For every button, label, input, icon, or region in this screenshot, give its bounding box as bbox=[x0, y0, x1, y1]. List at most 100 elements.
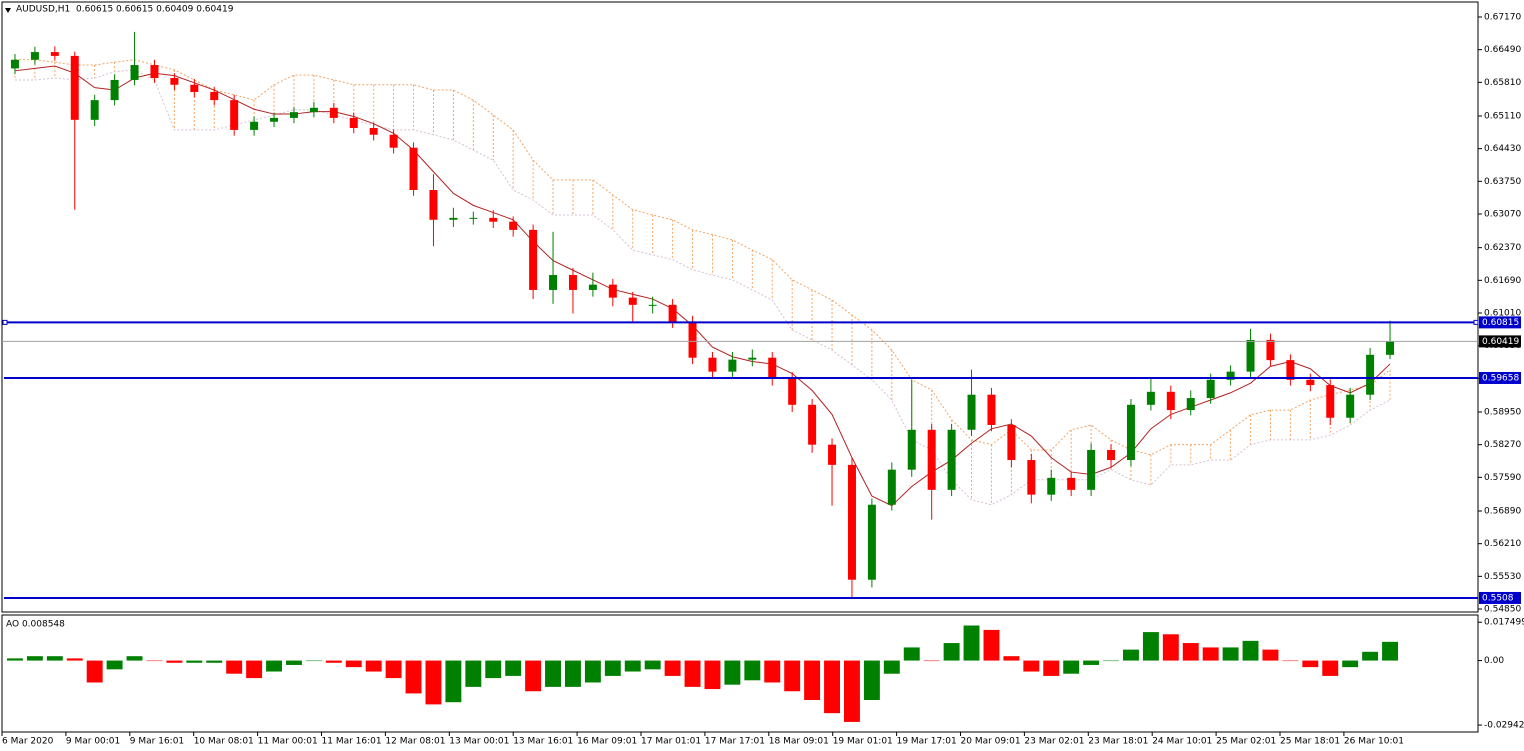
chart-title: AUDUSD,H1 0.60615 0.60615 0.60409 0.6041… bbox=[16, 5, 234, 15]
ao-bar bbox=[1362, 651, 1379, 661]
time-label: 23 Mar 18:01 bbox=[1088, 737, 1148, 747]
time-label: 9 Mar 00:01 bbox=[66, 737, 120, 747]
candle-body bbox=[1027, 460, 1036, 495]
level-box bbox=[1479, 591, 1521, 604]
y-tick-label: 0.56890 bbox=[1484, 506, 1521, 516]
candle-body bbox=[808, 404, 817, 445]
ao-bar bbox=[1023, 660, 1040, 672]
y-tick-label: 0.64430 bbox=[1484, 144, 1521, 154]
cloud-span-a bbox=[14, 59, 1391, 456]
candle-body bbox=[768, 357, 777, 378]
ao-bar bbox=[166, 660, 183, 663]
ao-bar bbox=[465, 660, 482, 687]
ao-bar bbox=[305, 660, 322, 662]
time-label: 10 Mar 08:01 bbox=[194, 737, 254, 747]
ao-bar bbox=[126, 656, 143, 661]
level-handle bbox=[2, 319, 8, 325]
candle-body bbox=[1286, 360, 1295, 380]
time-label: 12 Mar 08:01 bbox=[385, 737, 445, 747]
y-tick-label: 0.55530 bbox=[1484, 572, 1521, 582]
ao-bar bbox=[266, 660, 282, 672]
time-label: 17 Mar 17:01 bbox=[705, 737, 765, 747]
ao-bar bbox=[1322, 660, 1339, 676]
time-label: 17 Mar 01:01 bbox=[641, 737, 701, 747]
ao-bar bbox=[26, 656, 43, 661]
ao-bar bbox=[206, 660, 223, 663]
candle-body bbox=[170, 78, 179, 85]
ao-bar bbox=[1142, 632, 1159, 661]
time-label: 13 Mar 00:01 bbox=[449, 737, 509, 747]
ao-bar bbox=[1222, 647, 1239, 661]
candle-body bbox=[250, 121, 259, 130]
time-label: 11 Mar 00:01 bbox=[258, 737, 318, 747]
ao-bar bbox=[1043, 660, 1060, 676]
candle-body bbox=[1146, 391, 1155, 405]
candle-body bbox=[1007, 424, 1016, 461]
ao-bar bbox=[604, 660, 621, 676]
ao-bar bbox=[325, 660, 342, 663]
time-label: 23 Mar 02:01 bbox=[1024, 737, 1084, 747]
ao-bar bbox=[1342, 660, 1359, 668]
ao-bar bbox=[425, 660, 442, 705]
ao-bar bbox=[1083, 660, 1100, 665]
y-tick-label: 0.57590 bbox=[1484, 473, 1521, 483]
ao-bar bbox=[545, 660, 561, 687]
candle-body bbox=[489, 217, 498, 222]
candle-body bbox=[429, 189, 438, 220]
time-label: 25 Mar 18:01 bbox=[1280, 737, 1340, 747]
ao-bar bbox=[66, 658, 83, 661]
y-tick-label: 0.65810 bbox=[1484, 78, 1521, 88]
candle-body bbox=[628, 297, 637, 305]
ao-bar bbox=[1202, 647, 1219, 661]
candle-body bbox=[1126, 404, 1135, 461]
ao-bar bbox=[445, 660, 462, 703]
candle-body bbox=[1346, 394, 1355, 418]
level-box bbox=[1479, 371, 1521, 384]
ao-bar bbox=[365, 660, 382, 672]
candle-body bbox=[887, 469, 896, 505]
y-tick-label: 0.66490 bbox=[1484, 45, 1521, 55]
last-price-label: 0.60419 bbox=[1482, 337, 1519, 347]
candle-body bbox=[588, 284, 597, 290]
time-label: 18 Mar 09:01 bbox=[769, 737, 829, 747]
candle-body bbox=[369, 127, 378, 135]
candle-body bbox=[289, 112, 298, 118]
time-label: 13 Mar 16:01 bbox=[513, 737, 573, 747]
ao-bar bbox=[804, 660, 821, 701]
level-handle bbox=[1473, 319, 1479, 325]
y-tick-label: 0.017499 bbox=[1484, 618, 1524, 628]
candle-body bbox=[549, 275, 558, 290]
ao-bar bbox=[624, 660, 641, 672]
candle-body bbox=[10, 59, 19, 69]
ao-bar bbox=[1103, 660, 1119, 662]
y-tick-label: 0.67170 bbox=[1484, 12, 1521, 22]
moving-average bbox=[14, 65, 1391, 507]
candle-body bbox=[1266, 339, 1275, 361]
candle-body bbox=[927, 429, 936, 490]
ao-bar bbox=[1302, 660, 1319, 668]
ao-bar bbox=[744, 660, 761, 681]
ao-bar bbox=[345, 660, 362, 668]
ao-bar bbox=[923, 660, 940, 662]
candle-body bbox=[150, 65, 159, 79]
candle-body bbox=[1386, 341, 1395, 355]
ao-bar bbox=[525, 660, 542, 692]
ao-bar bbox=[1242, 640, 1259, 661]
ao-bar bbox=[1162, 634, 1179, 661]
ao-bar bbox=[684, 660, 701, 687]
candle-body bbox=[867, 504, 876, 580]
y-tick-label: 0.63070 bbox=[1484, 210, 1521, 220]
candle-body bbox=[1366, 354, 1375, 395]
y-tick-label: 0.00 bbox=[1484, 656, 1504, 666]
candle-body bbox=[828, 444, 837, 465]
candle-body bbox=[728, 359, 737, 372]
time-label: 9 Mar 16:01 bbox=[130, 737, 184, 747]
cloud-span-b bbox=[14, 69, 1391, 506]
ao-bar bbox=[784, 660, 801, 692]
candle-body bbox=[70, 55, 79, 120]
candle-body bbox=[688, 321, 697, 358]
y-tick-label: 0.54850 bbox=[1484, 605, 1521, 615]
ao-bar bbox=[46, 656, 63, 661]
candle-body bbox=[987, 394, 996, 425]
